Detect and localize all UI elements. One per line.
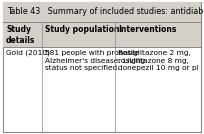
Bar xyxy=(42,22,115,47)
Text: Study
details: Study details xyxy=(6,25,35,45)
Text: Interventions: Interventions xyxy=(118,25,177,34)
Text: Rosiglitazone 2 mg,
rosiglitazone 8 mg,
donepezil 10 mg or pl: Rosiglitazone 2 mg, rosiglitazone 8 mg, … xyxy=(118,50,199,71)
Text: Study population: Study population xyxy=(45,25,119,34)
Bar xyxy=(3,22,42,47)
Text: 581 people with probable
Alzheimer's disease. Living
status not specified.: 581 people with probable Alzheimer's dis… xyxy=(45,50,145,71)
Text: Table 43   Summary of included studies: antidiabetic medici: Table 43 Summary of included studies: an… xyxy=(7,7,204,16)
Text: Gold (2010): Gold (2010) xyxy=(6,50,50,57)
Bar xyxy=(3,2,201,22)
Bar xyxy=(115,22,201,47)
